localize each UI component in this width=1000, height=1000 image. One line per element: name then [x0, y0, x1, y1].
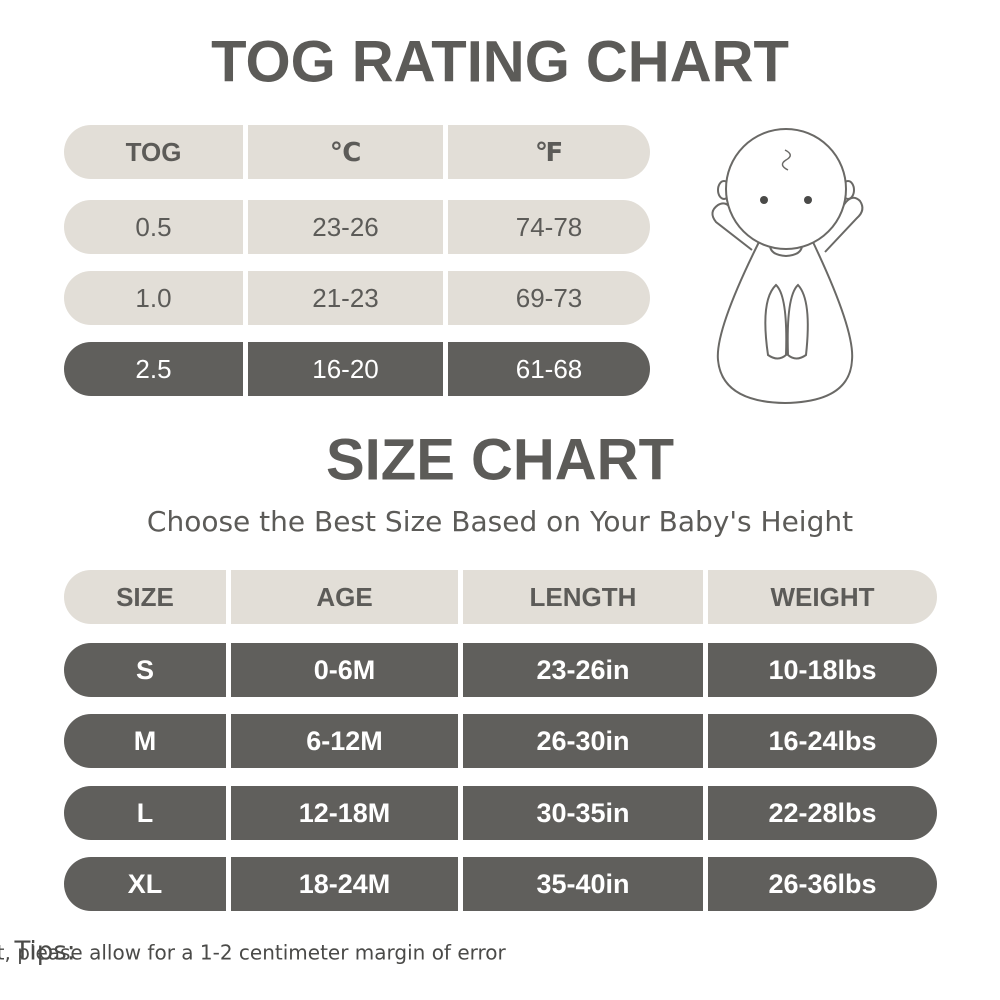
row-background [64, 786, 937, 840]
cell-divider [243, 341, 248, 397]
cell-divider [458, 569, 463, 625]
table-cell: 10-18lbs [768, 655, 876, 685]
header-cell: ℃ [330, 137, 361, 167]
cell-divider [703, 642, 708, 698]
table-cell: 21-23 [312, 283, 379, 313]
cell-divider [703, 785, 708, 841]
table-cell: 0-6M [314, 655, 376, 685]
cell-divider [443, 124, 448, 180]
table-cell: 6-12M [306, 726, 383, 756]
row-background [64, 857, 937, 911]
cell-divider [243, 199, 248, 255]
table-cell: 16-24lbs [768, 726, 876, 756]
table-cell: 61-68 [516, 354, 583, 384]
cell-divider [703, 569, 708, 625]
size-subtitle: Choose the Best Size Based on Your Baby'… [147, 505, 853, 538]
cell-divider [703, 856, 708, 912]
baby-illustration [711, 128, 864, 405]
row-background [64, 125, 650, 179]
cell-divider [458, 856, 463, 912]
row-background [64, 570, 937, 624]
cell-divider [226, 785, 231, 841]
cell-divider [243, 270, 248, 326]
size-title: SIZE CHART [326, 427, 674, 492]
cell-divider [458, 713, 463, 769]
table-cell: 23-26 [312, 212, 379, 242]
table-cell: 0.5 [135, 212, 171, 242]
header-cell: ℉ [535, 137, 563, 167]
table-cell: 2.5 [135, 354, 171, 384]
table-cell: 26-36lbs [768, 869, 876, 899]
header-cell: AGE [316, 582, 372, 612]
table-cell: S [136, 655, 154, 685]
cell-divider [703, 713, 708, 769]
cell-divider [226, 856, 231, 912]
table-cell: 1.0 [135, 283, 171, 313]
row-background [64, 342, 650, 396]
table-cell: 30-35in [536, 798, 629, 828]
table-cell: 23-26in [536, 655, 629, 685]
row-background [64, 643, 937, 697]
table-cell: M [134, 726, 157, 756]
tips-label: Tips: [13, 937, 75, 967]
tog-title: TOG RATING CHART [211, 29, 789, 94]
cell-divider [443, 270, 448, 326]
tips-text: Due to manual measurement, please allow … [0, 941, 507, 965]
cell-divider [458, 642, 463, 698]
table-cell: 26-30in [536, 726, 629, 756]
header-cell: LENGTH [530, 582, 637, 612]
row-background [64, 200, 650, 254]
table-cell: 69-73 [516, 283, 583, 313]
table-cell: 16-20 [312, 354, 379, 384]
header-cell: SIZE [116, 582, 174, 612]
table-cell: 35-40in [536, 869, 629, 899]
table-cell: L [137, 798, 154, 828]
cell-divider [443, 341, 448, 397]
table-cell: 74-78 [516, 212, 583, 242]
table-cell: 18-24M [299, 869, 391, 899]
header-cell: TOG [126, 137, 182, 167]
header-cell: WEIGHT [771, 582, 875, 612]
cell-divider [226, 569, 231, 625]
row-background [64, 271, 650, 325]
cell-divider [458, 785, 463, 841]
cell-divider [443, 199, 448, 255]
table-cell: 22-28lbs [768, 798, 876, 828]
table-cell: XL [128, 869, 163, 899]
cell-divider [226, 642, 231, 698]
cell-divider [243, 124, 248, 180]
row-background [64, 714, 937, 768]
cell-divider [226, 713, 231, 769]
table-cell: 12-18M [299, 798, 391, 828]
